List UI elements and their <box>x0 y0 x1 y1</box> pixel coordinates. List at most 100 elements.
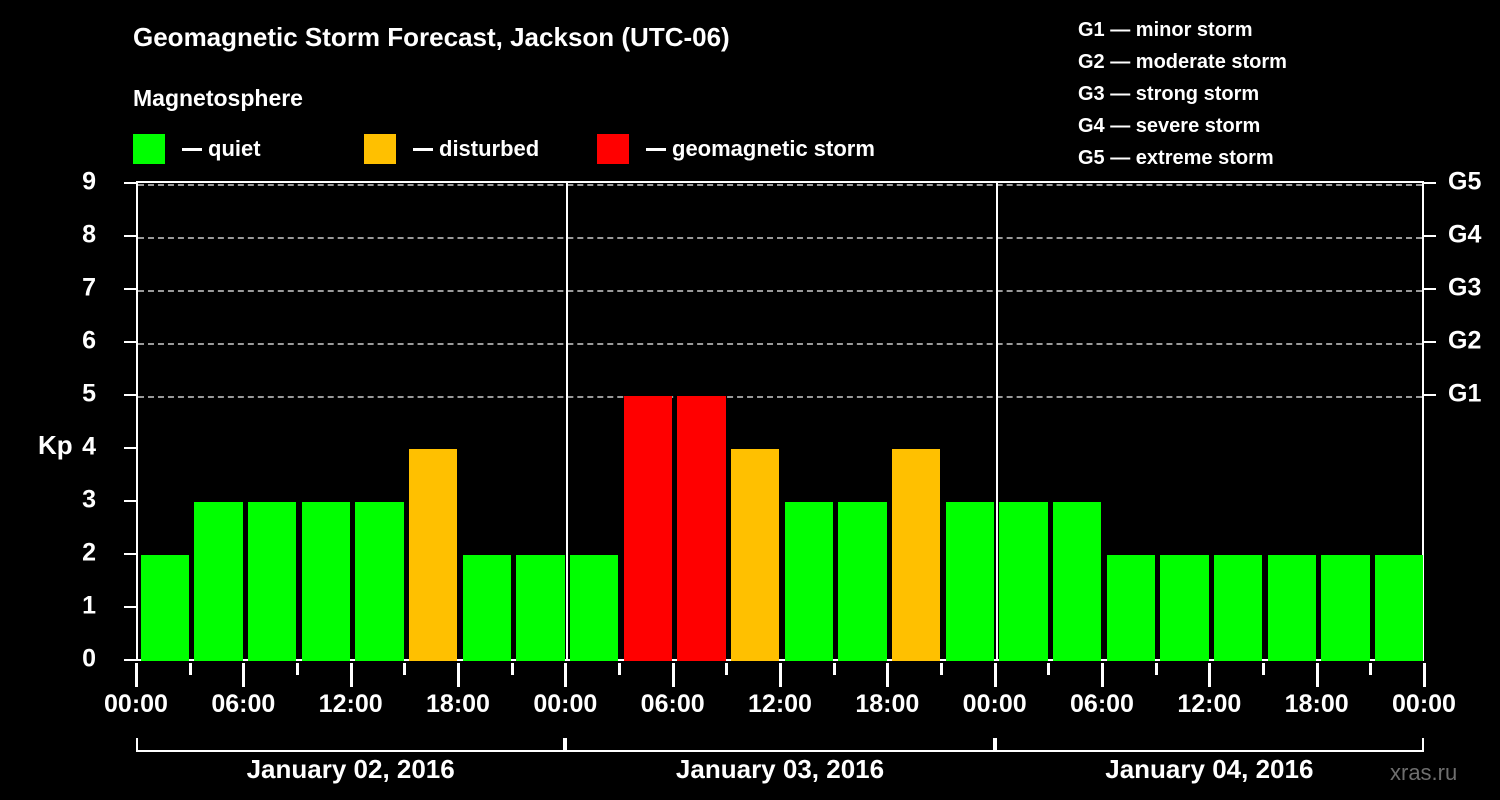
x-tick-mark <box>671 663 675 687</box>
gscale-legend: G1 — minor storm G2 — moderate storm G3 — … <box>1078 14 1287 174</box>
x-tick-mark <box>1262 663 1265 675</box>
bar <box>999 502 1048 661</box>
gridline-kp-8 <box>138 237 1422 239</box>
x-tick-mark <box>779 663 782 687</box>
x-tick-label: 18:00 <box>1284 690 1349 718</box>
bar <box>1106 555 1156 661</box>
bar <box>569 555 619 661</box>
day-label: January 04, 2016 <box>1105 754 1314 784</box>
y-tick-mark <box>124 182 136 184</box>
x-tick-mark <box>940 663 943 675</box>
bar <box>247 502 297 661</box>
bar <box>462 555 512 661</box>
gridline-kp-9 <box>138 184 1422 186</box>
bar <box>140 555 190 661</box>
x-tick-mark <box>886 663 890 687</box>
x-tick-mark <box>296 663 299 675</box>
y-tick-label: 7 <box>82 273 96 302</box>
x-tick-label: 12:00 <box>318 690 383 718</box>
x-tick-label: 06:00 <box>211 690 276 718</box>
y-tick-mark <box>124 447 136 449</box>
legend-swatch-disturbed <box>364 134 396 164</box>
x-tick-mark <box>1315 663 1319 687</box>
legend-dash-icon <box>182 147 202 151</box>
y-tick-label: 6 <box>82 326 96 355</box>
y-tick-label: 8 <box>82 220 96 249</box>
legend-swatch-quiet <box>133 134 165 164</box>
page-title: Geomagnetic Storm Forecast, Jackson (UTC… <box>133 22 730 52</box>
x-tick-mark <box>993 663 997 687</box>
legend-dash-icon <box>646 147 666 151</box>
y-tick-mark <box>124 394 136 396</box>
y-tick-mark <box>124 553 136 555</box>
y-tick-mark <box>124 500 136 502</box>
x-tick-label: 00:00 <box>104 690 168 718</box>
day-label: January 02, 2016 <box>246 754 455 784</box>
legend-item-label: disturbed <box>439 136 540 161</box>
legend-item-geomagnetic: geomagnetic storm <box>597 133 875 165</box>
g-tick-label-G2: G2 <box>1448 326 1482 355</box>
gscale-row-4: G4 — severe storm <box>1078 115 1261 137</box>
x-tick-mark <box>1101 663 1104 687</box>
legend-swatch-storm <box>597 134 629 164</box>
bar <box>355 502 404 661</box>
y-tick-mark <box>124 659 136 661</box>
x-tick-mark <box>510 663 514 675</box>
g-tick-mark <box>1424 394 1436 396</box>
plot-area <box>136 181 1424 661</box>
y-tick-mark <box>124 235 136 237</box>
x-tick-mark <box>1369 663 1373 675</box>
x-tick-mark <box>135 663 138 687</box>
bar <box>1267 555 1317 661</box>
g-tick-label-G3: G3 <box>1448 273 1482 302</box>
y-tick-label: 0 <box>82 644 96 673</box>
gscale-row-2: G2 — moderate storm <box>1078 51 1287 73</box>
x-tick-label: 12:00 <box>1177 690 1242 718</box>
y-tick-label: 9 <box>82 167 96 196</box>
x-tick-mark <box>349 663 353 687</box>
y-tick-label: 1 <box>82 591 96 620</box>
y-tick-label: 3 <box>82 485 96 514</box>
day-separator <box>995 183 998 659</box>
chart-subtitle: Magnetosphere <box>133 85 303 111</box>
bar <box>1160 555 1209 661</box>
bar <box>516 555 565 661</box>
x-tick-mark <box>618 663 621 675</box>
y-tick-label: 4 <box>82 432 96 461</box>
g-tick-mark <box>1424 341 1436 343</box>
bar <box>301 502 351 661</box>
bar <box>891 449 941 661</box>
x-tick-label: 00:00 <box>533 690 598 718</box>
watermark: xras.ru <box>1390 760 1458 785</box>
bar <box>677 396 726 661</box>
gridline-kp-6 <box>138 343 1422 345</box>
g-tick-mark <box>1424 235 1436 237</box>
bar <box>1213 555 1263 661</box>
bar <box>1321 555 1370 661</box>
x-tick-mark <box>457 663 460 687</box>
g-tick-label-G5: G5 <box>1448 167 1482 196</box>
day-bracket <box>994 738 1424 752</box>
day-bracket <box>565 738 995 752</box>
x-tick-label: 06:00 <box>640 690 705 718</box>
y-tick-label: 2 <box>82 538 96 567</box>
legend-item-disturbed: disturbed <box>364 133 539 165</box>
y-axis-title: Kp <box>38 430 73 460</box>
x-tick-mark <box>188 663 192 675</box>
x-tick-mark <box>725 663 729 675</box>
x-tick-mark <box>564 663 568 687</box>
x-tick-mark <box>1154 663 1158 675</box>
bar <box>945 502 995 661</box>
day-bracket <box>136 738 566 752</box>
legend-item-label: quiet <box>208 136 261 161</box>
gscale-row-5: G5 — extreme storm <box>1078 147 1274 169</box>
g-tick-label-G4: G4 <box>1448 220 1482 249</box>
x-tick-mark <box>1208 663 1212 687</box>
g-tick-mark <box>1424 182 1436 184</box>
legend-item-label: geomagnetic storm <box>672 136 875 161</box>
x-tick-mark <box>242 663 246 687</box>
x-tick-label: 00:00 <box>962 690 1027 718</box>
bar <box>1052 502 1102 661</box>
y-tick-mark <box>124 606 136 608</box>
